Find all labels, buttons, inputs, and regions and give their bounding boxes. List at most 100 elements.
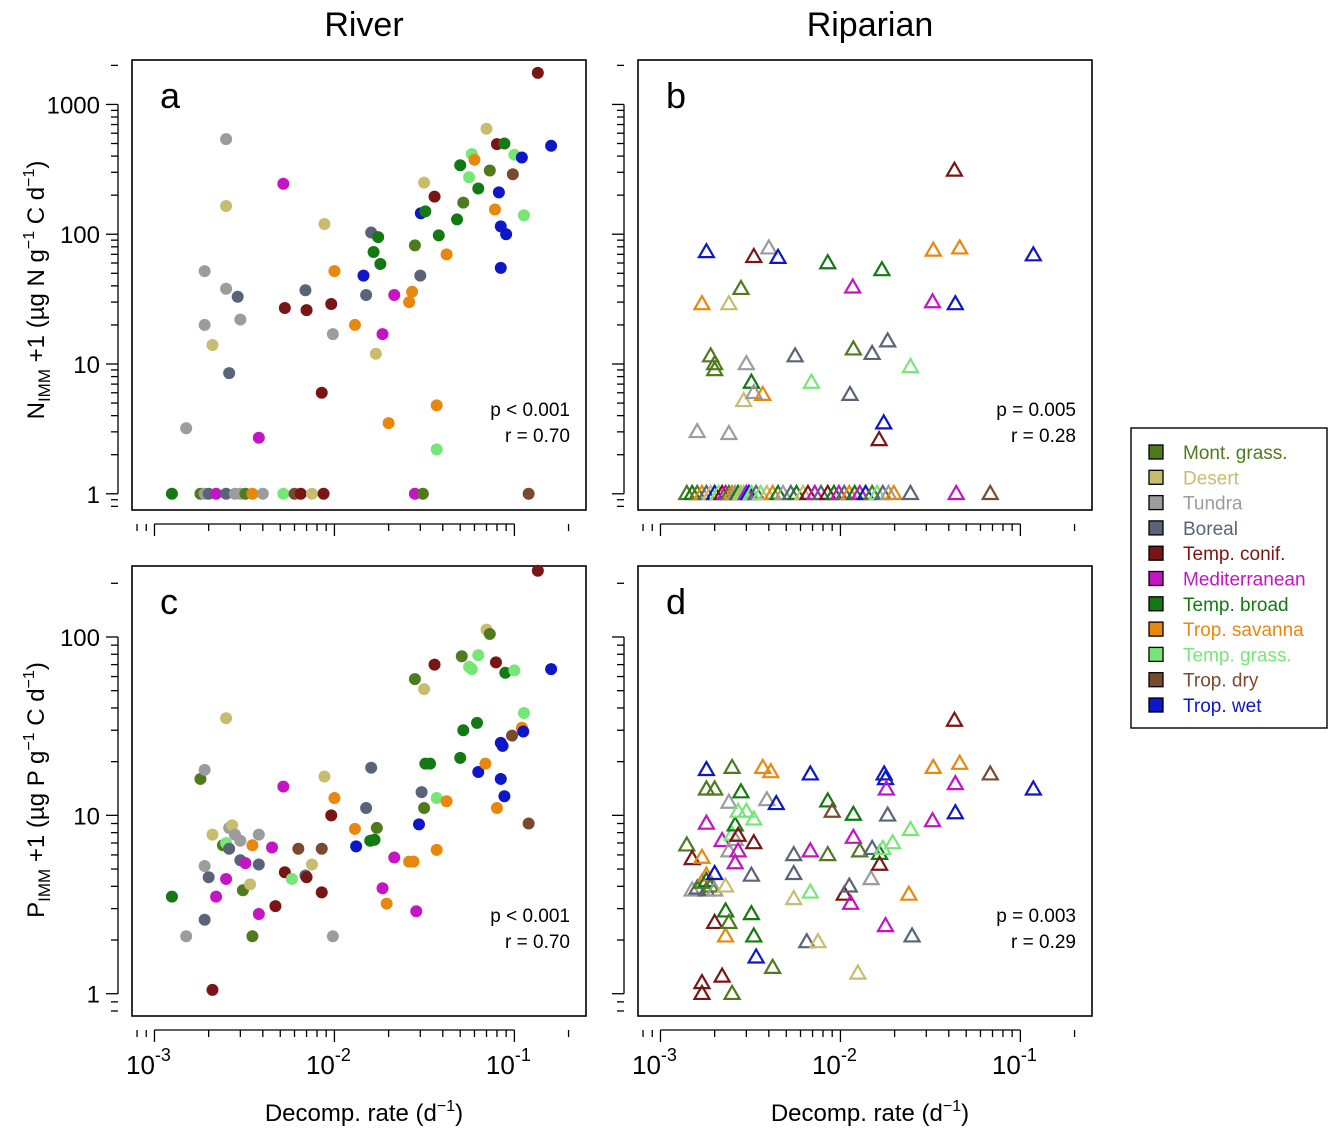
data-point (407, 855, 420, 868)
data-point (365, 761, 378, 774)
data-point (498, 137, 511, 150)
data-point (318, 770, 331, 783)
data-point (488, 203, 501, 216)
data-point (761, 761, 781, 779)
data-point (545, 663, 558, 676)
stats-line: r = 0.29 (1011, 932, 1076, 953)
data-point (862, 838, 882, 856)
data-point (697, 241, 716, 259)
data-point (1023, 245, 1043, 262)
data-point (980, 764, 1000, 781)
data-point (202, 871, 215, 884)
data-point (454, 159, 467, 172)
data-point (950, 238, 970, 255)
legend-item-label: Temp. grass. (1183, 645, 1292, 666)
data-point (418, 801, 431, 814)
data-point (692, 983, 712, 1001)
plot-frame (131, 565, 587, 1017)
data-point (370, 821, 383, 834)
data-point (424, 757, 437, 770)
data-point (843, 827, 863, 844)
data-point (876, 779, 896, 796)
data-point (677, 835, 697, 852)
column-title-river: River (324, 6, 403, 44)
data-point (266, 841, 279, 854)
data-point (239, 857, 252, 870)
data-point (861, 868, 881, 886)
data-point (722, 757, 742, 774)
data-point (382, 417, 395, 430)
data-point (766, 793, 786, 811)
stats-line: p < 0.001 (490, 400, 570, 421)
data-point (463, 171, 476, 184)
data-point (416, 487, 429, 500)
plot-frame (131, 59, 587, 511)
data-point (945, 710, 964, 727)
data-point (506, 168, 519, 181)
data-point (818, 791, 838, 808)
data-point (899, 884, 919, 901)
data-point (252, 907, 265, 920)
data-point (901, 483, 920, 501)
data-point (923, 292, 942, 309)
data-point (744, 246, 764, 264)
stats-line: p = 0.003 (996, 906, 1076, 927)
stats-line: r = 0.70 (505, 426, 570, 447)
data-point (252, 858, 265, 871)
data-point (374, 257, 387, 270)
data-point (692, 847, 712, 864)
data-point (252, 431, 265, 444)
legend-item-label: Trop. savanna (1183, 620, 1304, 641)
data-point (522, 487, 535, 500)
data-point (716, 876, 735, 893)
data-point (744, 382, 764, 400)
legend-swatch (1148, 469, 1164, 485)
data-point (430, 792, 443, 805)
data-point (269, 900, 282, 913)
data-point (800, 841, 820, 858)
data-point (210, 487, 223, 500)
data-point (492, 186, 505, 199)
panel-d: d 10-3 10-2 10-1 p = 0.003 r = 0.29 (612, 565, 1093, 1080)
data-point (372, 231, 385, 244)
data-point (419, 205, 432, 218)
legend-swatch (1148, 646, 1164, 663)
data-point (923, 810, 942, 828)
data-point (388, 851, 401, 864)
data-point (741, 372, 761, 389)
y-tick-label: 1 (87, 982, 100, 1009)
data-point (234, 313, 247, 326)
data-point (440, 248, 453, 261)
data-point (300, 871, 313, 884)
data-point (1023, 779, 1043, 796)
x-tick-label: 10-1 (992, 1045, 1037, 1080)
data-point (697, 813, 716, 830)
data-point (515, 151, 528, 164)
plot-frame (637, 59, 1093, 511)
data-point (380, 897, 393, 910)
legend-swatch (1148, 570, 1164, 587)
data-point (198, 318, 211, 331)
data-point (719, 912, 739, 930)
legend-swatch (1148, 697, 1164, 713)
data-point (822, 801, 842, 818)
data-point (278, 302, 291, 315)
data-point (305, 487, 318, 500)
data-point (483, 164, 496, 177)
data-point (744, 832, 764, 850)
data-point (223, 367, 236, 380)
legend-item-label: Boreal (1183, 519, 1238, 540)
data-point (945, 773, 965, 791)
data-point (360, 801, 373, 814)
data-point (945, 803, 965, 820)
legend-item-label: Desert (1183, 468, 1240, 489)
data-point (517, 706, 530, 719)
data-point (440, 795, 453, 808)
data-point (428, 658, 441, 671)
panel-letter: b (666, 75, 686, 116)
data-point (736, 354, 756, 371)
data-point (522, 817, 535, 830)
data-point (220, 872, 233, 885)
data-point (388, 289, 401, 302)
y-tick-label: 1000 (47, 92, 100, 119)
